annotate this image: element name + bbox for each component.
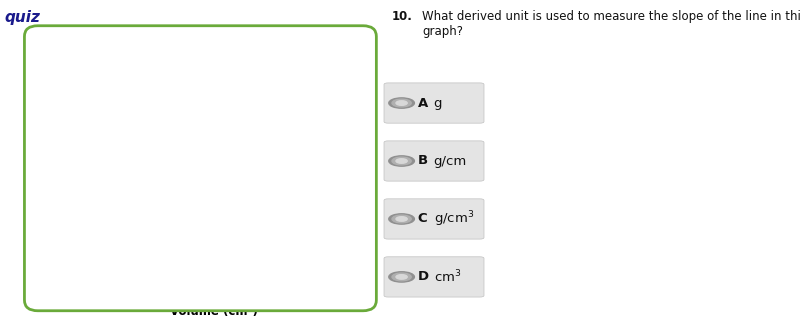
X-axis label: Volume (cm³): Volume (cm³) xyxy=(170,306,258,318)
Text: 10.: 10. xyxy=(392,10,413,23)
Text: D: D xyxy=(418,270,429,283)
Text: g: g xyxy=(434,97,442,109)
Text: g/cm: g/cm xyxy=(434,155,467,167)
Text: g/cm$^3$: g/cm$^3$ xyxy=(434,209,474,229)
Text: cm$^3$: cm$^3$ xyxy=(434,269,461,285)
Text: quiz: quiz xyxy=(4,10,40,25)
Text: C: C xyxy=(418,213,427,225)
Y-axis label: Mass (g): Mass (g) xyxy=(44,155,57,212)
Text: What derived unit is used to measure the slope of the line in this
graph?: What derived unit is used to measure the… xyxy=(422,10,800,38)
Text: Density of a Fluid: Density of a Fluid xyxy=(48,55,180,68)
Text: A: A xyxy=(418,97,428,109)
FancyBboxPatch shape xyxy=(25,26,376,311)
Text: B: B xyxy=(418,155,428,167)
